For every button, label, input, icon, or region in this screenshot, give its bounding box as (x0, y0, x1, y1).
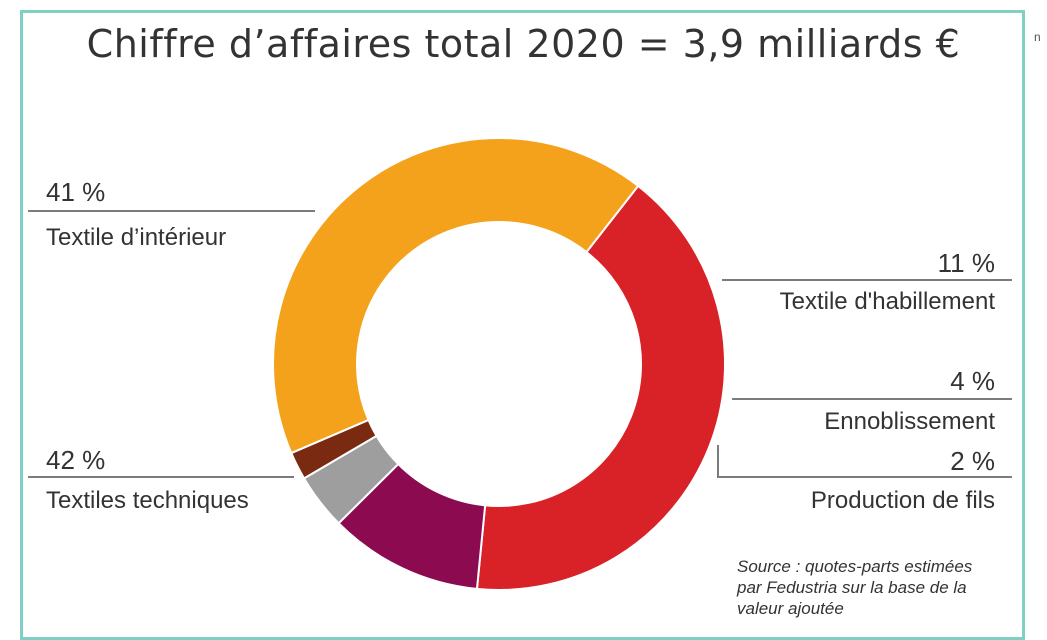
donut-chart (272, 137, 726, 591)
leader-textile-habillement (722, 279, 1012, 281)
source-line-2: par Fedustria sur la base de la (737, 578, 967, 597)
label-textile-habillement: Textile d'habillement (779, 288, 995, 315)
leader-textiles-techniques (28, 476, 294, 478)
leader-ennoblissement (732, 398, 1012, 400)
pct-textiles-techniques: 42 % (46, 445, 106, 475)
donut-slice-textile-d-int-rieur (475, 184, 726, 591)
label-production-fils: Production de fils (810, 487, 995, 514)
pct-textile-habillement: 11 % (937, 248, 995, 278)
chart-title: Chiffre d’affaires total 2020 = 3,9 mill… (86, 22, 961, 66)
edge-mark: n (1034, 30, 1041, 44)
label-textiles-techniques: Textiles techniques (46, 487, 249, 514)
pct-production-fils: 2 % (950, 446, 995, 476)
leader-textile-interieur (28, 210, 315, 212)
label-ennoblissement: Ennoblissement (824, 408, 995, 435)
donut-slice-textiles-techniques (272, 137, 640, 455)
pct-textile-interieur: 41 % (46, 177, 106, 207)
label-textile-interieur: Textile d’intérieur (46, 224, 227, 251)
source-note: Source : quotes-parts estimées par Fedus… (737, 556, 1017, 619)
source-line-3: valeur ajoutée (737, 599, 844, 618)
leader-production-fils-vertical (717, 445, 719, 478)
leader-production-fils (717, 476, 1012, 478)
pct-ennoblissement: 4 % (950, 366, 995, 396)
source-line-1: Source : quotes-parts estimées (737, 557, 973, 576)
